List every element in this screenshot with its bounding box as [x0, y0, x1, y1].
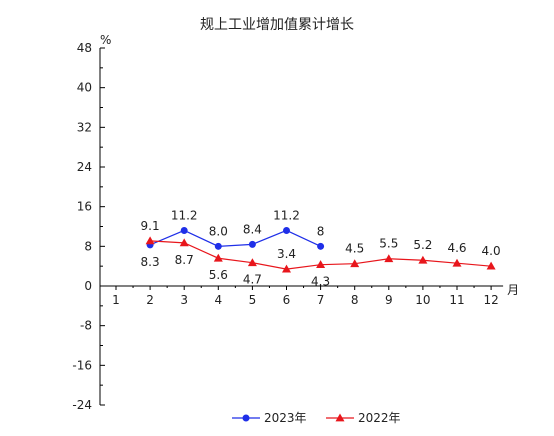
data-label: 8.4	[243, 222, 262, 236]
data-point-2023年	[180, 226, 188, 234]
data-point-2022年	[282, 264, 291, 273]
x-tick-label: 7	[317, 293, 325, 307]
y-axis-unit: %	[100, 33, 111, 47]
data-point-2022年	[418, 255, 428, 264]
y-tick-label: 0	[84, 279, 92, 293]
data-point-2022年	[486, 261, 496, 270]
x-tick-label: 9	[385, 293, 393, 307]
data-point-2022年	[247, 258, 257, 267]
x-tick-label: 1	[112, 293, 120, 307]
y-tick-label: 24	[77, 160, 92, 174]
data-label: 9.1	[141, 219, 160, 233]
x-tick-label: 12	[483, 293, 498, 307]
y-tick-label: -16	[72, 358, 92, 372]
x-tick-label: 8	[351, 293, 359, 307]
data-label: 8.0	[209, 224, 228, 238]
data-point-2022年	[213, 253, 223, 262]
data-point-2022年	[350, 259, 360, 268]
data-point-2022年	[145, 236, 155, 245]
data-label: 11.2	[273, 208, 300, 222]
x-tick-label: 10	[415, 293, 430, 307]
data-point-2022年	[384, 254, 394, 263]
series-line-2023年	[149, 229, 321, 247]
y-tick-label: -8	[80, 319, 92, 333]
x-tick-label: 3	[180, 293, 188, 307]
data-point-2022年	[452, 258, 462, 267]
data-label: 5.2	[413, 238, 432, 252]
data-label: 4.7	[243, 273, 262, 287]
legend-label: 2023年	[264, 411, 307, 425]
y-tick-label: 16	[77, 200, 92, 214]
x-tick-label: 11	[449, 293, 464, 307]
y-tick-label: -24	[72, 398, 92, 412]
data-label: 8.7	[175, 253, 194, 267]
data-label: 11.2	[171, 208, 198, 222]
data-label: 4.5	[345, 242, 364, 256]
x-tick-label: 6	[283, 293, 291, 307]
data-label: 5.5	[379, 237, 398, 251]
y-tick-label: 48	[77, 41, 92, 55]
chart-title: 规上工业增加值累计增长	[200, 17, 354, 33]
data-label: 5.6	[209, 268, 228, 282]
data-point-2023年	[283, 226, 290, 234]
x-tick-label: 2	[146, 293, 154, 307]
data-label: 8	[317, 224, 325, 238]
legend-marker-2023年	[242, 414, 250, 422]
data-point-2022年	[179, 238, 189, 247]
y-tick-label: 40	[77, 81, 92, 95]
data-label: 4.0	[482, 244, 501, 258]
data-point-2022年	[316, 260, 326, 269]
data-label: 8.3	[141, 255, 160, 269]
y-tick-label: 8	[84, 239, 92, 253]
data-label: 3.4	[277, 247, 296, 261]
x-axis-unit: 月	[507, 283, 519, 297]
legend-marker-2022年	[335, 413, 345, 422]
data-point-2023年	[317, 242, 325, 250]
x-tick-label: 5	[249, 293, 257, 307]
data-label: 4.6	[447, 241, 466, 255]
x-tick-label: 4	[214, 293, 222, 307]
data-point-2023年	[214, 242, 222, 250]
y-tick-label: 32	[77, 120, 92, 134]
data-label: 4.3	[311, 275, 330, 289]
data-point-2023年	[248, 240, 256, 248]
legend-label: 2022年	[358, 411, 401, 425]
